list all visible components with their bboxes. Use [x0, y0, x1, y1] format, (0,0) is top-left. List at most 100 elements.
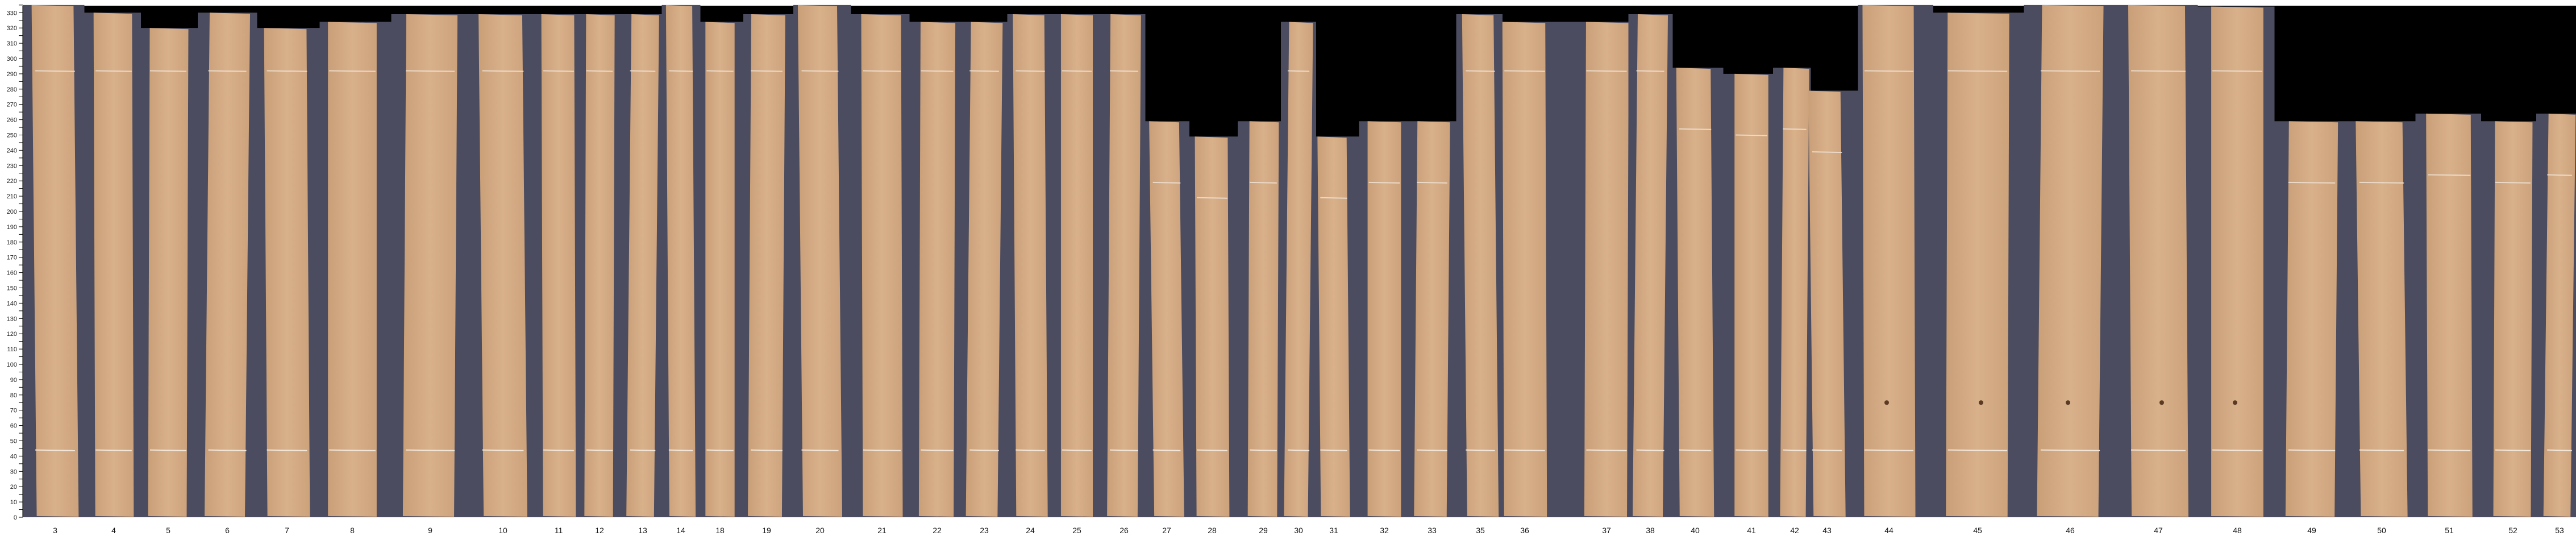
board-column: [1933, 13, 2024, 518]
board: [1502, 22, 1547, 517]
cut-mark: [2359, 449, 2404, 451]
cut-mark: [1783, 449, 1807, 451]
x-tick-label: 50: [2377, 526, 2386, 535]
y-tick-label: 190: [7, 224, 17, 231]
cut-mark: [586, 70, 613, 72]
board-column: [1238, 121, 1281, 518]
cut-mark: [1417, 449, 1447, 451]
board: [31, 5, 79, 517]
cut-mark: [751, 70, 783, 72]
board: [1462, 14, 1499, 517]
x-tick-label: 36: [1520, 526, 1529, 535]
cut-mark: [149, 449, 187, 451]
cut-mark: [1812, 449, 1842, 451]
x-tick-label: 38: [1646, 526, 1655, 535]
cut-mark: [329, 449, 376, 451]
y-tick-label: 100: [7, 362, 17, 368]
board: [705, 22, 735, 517]
y-tick-label: 200: [7, 209, 17, 215]
board-column: [661, 5, 701, 518]
board: [541, 14, 576, 517]
cut-mark: [1062, 449, 1092, 451]
cut-mark: [2288, 449, 2336, 451]
cut-mark: [2359, 181, 2404, 184]
x-tick-label: 9: [428, 526, 432, 535]
cut-mark: [1016, 70, 1045, 72]
cut-mark: [1417, 181, 1447, 184]
board: [402, 14, 458, 517]
board: [1107, 14, 1141, 517]
cut-mark: [482, 70, 524, 72]
y-tick-label: 250: [7, 132, 17, 139]
cut-mark: [801, 70, 839, 72]
board-column: [198, 13, 257, 518]
cut-mark: [751, 449, 783, 451]
board-column: [1359, 121, 1408, 518]
knot: [1884, 400, 1889, 405]
board-panels: [23, 5, 2576, 518]
cut-mark: [1679, 128, 1712, 130]
x-tick-label: 14: [676, 526, 685, 535]
board: [148, 28, 189, 517]
cut-mark: [1736, 134, 1767, 136]
cut-mark: [1586, 70, 1627, 72]
y-tick-label: 150: [7, 285, 17, 292]
board-column: [579, 14, 621, 518]
cut-mark: [329, 70, 376, 72]
y-tick-label: 20: [10, 484, 17, 491]
cut-mark: [1250, 181, 1277, 184]
cut-mark: [1368, 449, 1400, 451]
cut-mark: [1320, 449, 1347, 451]
x-tick-label: 6: [225, 526, 230, 535]
x-tick-label: 10: [498, 526, 507, 535]
board: [918, 22, 956, 517]
cut-mark: [1016, 449, 1045, 451]
y-tick-label: 210: [7, 193, 17, 200]
x-tick-label: 25: [1072, 526, 1081, 535]
cut-mark: [1110, 70, 1138, 72]
cut-mark: [2212, 449, 2262, 451]
board: [2285, 121, 2338, 517]
board: [1195, 136, 1230, 517]
cut-mark: [149, 70, 187, 72]
y-axis: 0 10 20 30 40 50 60 70 80 90 100 110 120 130 140 150 160…: [7, 5, 23, 521]
board: [264, 28, 310, 517]
x-tick-label: 13: [638, 526, 647, 535]
board: [1013, 14, 1048, 517]
x-tick-label: 46: [2066, 526, 2075, 535]
cut-mark: [1466, 70, 1495, 72]
x-tick-label: 40: [1691, 526, 1700, 535]
y-tick-label: 270: [7, 102, 17, 109]
cut-mark: [630, 449, 656, 451]
board: [626, 14, 659, 517]
cut-mark: [1152, 449, 1181, 451]
board: [1367, 121, 1401, 517]
board: [1808, 90, 1846, 517]
board: [665, 5, 696, 517]
cut-mark: [267, 70, 307, 72]
cut-mark: [2040, 70, 2100, 72]
cut-mark: [706, 70, 734, 72]
cut-mark: [863, 70, 901, 72]
y-tick-label: 220: [7, 178, 17, 185]
board-column: [2481, 121, 2536, 518]
board: [93, 13, 134, 517]
y-tick-label: 170: [7, 255, 17, 261]
cut-mark: [2495, 181, 2531, 184]
x-tick-label: 23: [980, 526, 989, 535]
y-tick-label: 320: [7, 25, 17, 32]
x-tick-label: 47: [2154, 526, 2163, 535]
board-column: [2536, 113, 2576, 518]
cut-mark: [35, 70, 75, 72]
x-tick-label: 52: [2508, 526, 2517, 535]
board: [1584, 22, 1629, 517]
y-tick-label: 0: [14, 514, 17, 521]
board-column: [1100, 14, 1146, 518]
cut-mark: [801, 449, 839, 451]
knot: [1979, 400, 1983, 405]
cut-mark: [543, 70, 574, 72]
x-tick-label: 5: [166, 526, 170, 535]
cut-mark: [543, 449, 574, 451]
board-column: [1145, 121, 1189, 518]
cut-mark: [1636, 70, 1664, 72]
